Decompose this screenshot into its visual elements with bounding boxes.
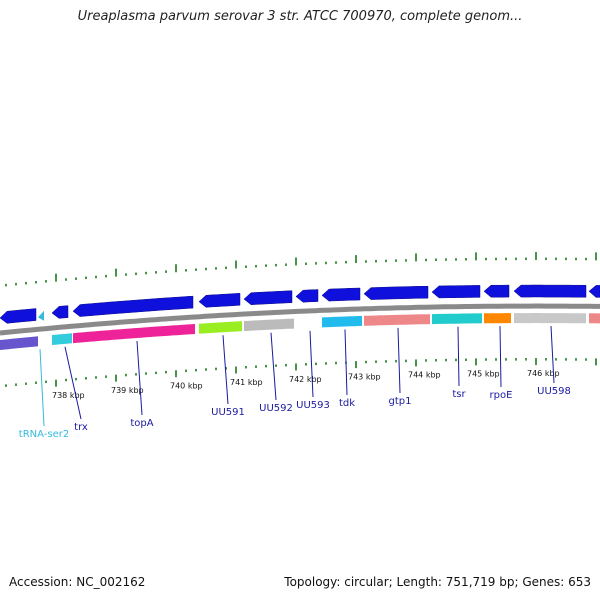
gene-arrow [243, 290, 293, 305]
gene-arrow [431, 285, 481, 299]
kbp-label: 742 kbp [289, 375, 322, 384]
gene-leader-line [457, 326, 460, 387]
cog-block [73, 324, 195, 344]
gene-label: tsr [452, 389, 466, 400]
gene-label: tRNA-ser2 [19, 429, 69, 440]
kbp-label: 746 kbp [527, 369, 560, 378]
gene-arrow [513, 284, 587, 298]
cog-block [0, 336, 38, 350]
gene-leader-line [309, 330, 314, 398]
gene-leader-line [397, 327, 401, 394]
trna-marker [38, 310, 44, 321]
cog-block [589, 313, 600, 324]
genome-stats: Topology: circular; Length: 751,719 bp; … [284, 575, 591, 589]
gene-arrow [588, 285, 600, 298]
gene-leader-line [344, 329, 348, 396]
gene-leader-line [222, 335, 229, 405]
cog-block [52, 333, 72, 345]
gene-leader-line [39, 349, 45, 427]
gene-arrow [198, 293, 241, 308]
genome-backbone [0, 303, 600, 336]
gene-leader-line [64, 346, 82, 420]
cog-block [514, 313, 586, 324]
gene-label: rpoE [490, 390, 513, 401]
gene-arrow [363, 285, 429, 300]
gene-label: UU592 [259, 403, 293, 414]
kbp-label: 738 kbp [52, 391, 85, 400]
accession-label: Accession: NC_002162 [9, 575, 146, 589]
kbp-label: 740 kbp [170, 382, 203, 391]
gene-leader-line [550, 326, 555, 384]
cog-block [199, 321, 242, 334]
cog-block [244, 318, 294, 332]
gene-label: topA [130, 418, 153, 429]
kbp-label: 743 kbp [348, 372, 381, 381]
kbp-label: 745 kbp [467, 370, 500, 379]
gene-arrow [321, 287, 361, 302]
gene-arrow [72, 295, 194, 317]
gene-label: UU598 [537, 386, 571, 397]
gene-leader-line [136, 340, 143, 416]
gene-arrow [483, 284, 510, 298]
genome-title: Ureaplasma parvum serovar 3 str. ATCC 70… [77, 9, 523, 24]
cog-block [364, 314, 430, 326]
gene-label: UU591 [211, 407, 245, 418]
gene-label: gtp1 [389, 396, 412, 407]
gene-label: tdk [339, 398, 355, 409]
gene-label: UU593 [296, 400, 330, 411]
cog-block [484, 313, 511, 324]
gene-arrow [0, 308, 37, 324]
gene-leader-line [499, 326, 502, 388]
cog-block [322, 315, 362, 328]
kbp-label: 741 kbp [230, 378, 263, 387]
kbp-label: 739 kbp [111, 386, 144, 395]
gene-leader-line [270, 332, 277, 401]
gene-arrow [295, 289, 319, 303]
gene-label: trx [74, 422, 88, 433]
kbp-label: 744 kbp [408, 371, 441, 380]
cog-block [432, 313, 482, 325]
gene-arrow [51, 305, 69, 319]
